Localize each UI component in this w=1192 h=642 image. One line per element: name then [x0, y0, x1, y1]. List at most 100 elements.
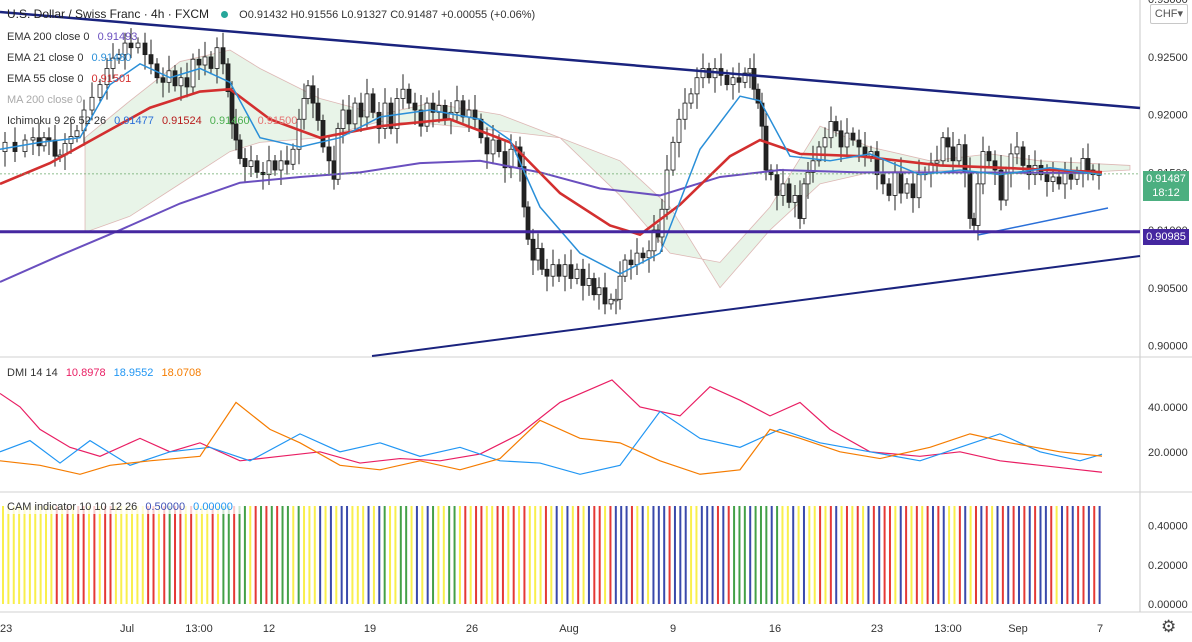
candle-up: [340, 109, 346, 129]
cam-bar: [754, 506, 757, 604]
cam-bar: [480, 506, 483, 604]
dmi-orange-line: [0, 401, 1103, 475]
candle-down: [148, 54, 154, 65]
candle-down: [786, 183, 792, 203]
cam-bar: [824, 506, 827, 604]
candle-up: [940, 137, 946, 162]
cam-bar: [432, 506, 435, 604]
candle-down: [751, 68, 757, 90]
candle-up: [68, 136, 74, 144]
cam-bar: [813, 506, 816, 604]
cam-bar: [324, 506, 327, 604]
legend-ema200[interactable]: EMA 200 close 0 0.91493: [7, 30, 142, 44]
currency-button[interactable]: CHF▾: [1150, 4, 1188, 24]
cam-bar: [668, 506, 671, 604]
candle-up: [394, 98, 400, 129]
legend-dmi-value-3: 18.0708: [161, 367, 202, 379]
candle-up: [904, 183, 910, 194]
cam-bar: [265, 506, 268, 604]
cam-bar: [7, 506, 10, 604]
cam-bar: [657, 506, 660, 604]
legend-ma200-label: MA 200 close 0: [7, 94, 83, 106]
cam-bar: [367, 506, 370, 604]
cam-bar: [394, 506, 397, 604]
cam-bar: [222, 506, 225, 604]
cam-bar: [340, 506, 343, 604]
chart-title: U.S. Dollar / Swiss Franc · 4h · FXCM: [7, 7, 210, 21]
time-tick-label: 23: [0, 623, 12, 635]
candle-down: [724, 75, 730, 86]
legend-ema21[interactable]: EMA 21 close 0 0.91480: [7, 51, 136, 65]
candle-up: [742, 72, 748, 83]
cam-bar: [88, 506, 91, 604]
cam-bar: [550, 506, 553, 604]
candle-up: [278, 160, 284, 171]
cam-bar: [147, 506, 150, 604]
legend-ema55[interactable]: EMA 55 close 0 0.91501: [7, 72, 136, 86]
candle-down: [986, 151, 992, 162]
candle-up: [805, 171, 811, 185]
cam-bar: [464, 506, 467, 604]
cam-bar: [706, 506, 709, 604]
cam-bar: [372, 506, 375, 604]
candle-up: [248, 160, 254, 167]
candle-down: [406, 88, 412, 104]
cam-bar: [485, 506, 488, 604]
candle-down: [967, 171, 973, 219]
candle-up: [822, 137, 828, 148]
cam-bar: [82, 506, 85, 604]
candle-down: [52, 139, 58, 157]
dmi-tick-label: 20.0000: [1148, 447, 1188, 459]
legend-cam[interactable]: CAM indicator 10 10 12 26 0.50000 0.0000…: [7, 500, 241, 514]
cam-bar: [109, 506, 112, 604]
cam-bar: [958, 506, 961, 604]
cam-bar: [974, 506, 977, 604]
cam-bar: [157, 506, 160, 604]
cam-bar: [894, 506, 897, 604]
cam-bar: [335, 506, 338, 604]
cam-bar: [587, 506, 590, 604]
candle-up: [190, 58, 196, 88]
cam-bar: [883, 506, 886, 604]
cam-bar: [937, 506, 940, 604]
legend-dmi[interactable]: DMI 14 14 10.8978 18.9552 18.0708: [7, 366, 206, 380]
cam-bar: [786, 506, 789, 604]
candle-up: [305, 85, 311, 99]
candle-down: [430, 102, 436, 113]
cam-bar: [523, 506, 526, 604]
candle-up: [780, 183, 786, 196]
candle-up: [670, 141, 676, 171]
candle-down: [326, 146, 332, 162]
legend-ichimoku-value-1: 0.91477: [114, 115, 154, 127]
cam-bar: [867, 506, 870, 604]
candle-down: [172, 70, 178, 87]
cam-bar: [862, 506, 865, 604]
candle-up: [613, 298, 619, 302]
legend-ichimoku[interactable]: Ichimoku 9 26 52 26 0.91477 0.91524 0.91…: [7, 114, 302, 128]
cam-bar: [66, 506, 69, 604]
candle-up: [74, 130, 80, 137]
cam-bar: [152, 506, 155, 604]
cam-bar: [980, 506, 983, 604]
cam-bar: [647, 506, 650, 604]
cam-bar: [856, 506, 859, 604]
candle-up: [659, 208, 665, 238]
candle-up: [2, 141, 8, 152]
candle-down: [910, 183, 916, 199]
candle-down: [184, 77, 190, 88]
cam-bar: [948, 506, 951, 604]
level-badge: 0.90985: [1143, 229, 1189, 245]
candle-up: [296, 118, 302, 150]
dmi-blue-line: [0, 410, 1103, 475]
cam-bar: [985, 506, 988, 604]
candle-down: [128, 42, 134, 49]
cam-bar: [738, 506, 741, 604]
settings-gear-icon[interactable]: ⚙: [1161, 617, 1177, 636]
candle-down: [225, 63, 231, 92]
time-tick-label: 13:00: [934, 623, 962, 635]
candle-up: [1014, 146, 1020, 155]
candle-down: [886, 183, 892, 196]
legend-ma200[interactable]: MA 200 close 0: [7, 93, 87, 107]
cam-bar: [1087, 506, 1090, 604]
